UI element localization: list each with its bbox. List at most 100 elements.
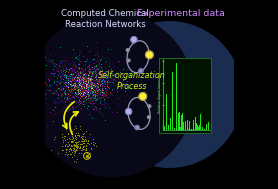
Point: [76, 134, 81, 137]
Point: [125, 86, 130, 89]
Point: [75, 77, 80, 80]
Point: [95, 96, 100, 99]
Point: [94, 109, 98, 112]
Point: [80, 85, 85, 88]
Point: [59, 80, 64, 83]
Point: [83, 83, 88, 86]
Point: [59, 132, 64, 135]
Point: [84, 82, 88, 85]
Point: [61, 90, 66, 93]
Point: [43, 75, 48, 78]
Point: [88, 97, 93, 100]
Point: [69, 72, 73, 75]
Circle shape: [139, 69, 143, 73]
Point: [80, 88, 85, 91]
Point: [11, 99, 16, 102]
Point: [88, 79, 92, 82]
Point: [77, 78, 82, 81]
Point: [75, 85, 79, 88]
Point: [93, 89, 97, 92]
Point: [95, 79, 100, 82]
Point: [74, 95, 78, 98]
Point: [82, 86, 86, 89]
Point: [71, 67, 75, 70]
Point: [61, 148, 66, 151]
Point: [93, 85, 98, 88]
Point: [79, 107, 84, 110]
Point: [88, 75, 93, 78]
Point: [63, 93, 67, 96]
Point: [57, 83, 61, 86]
Point: [75, 78, 80, 81]
Point: [114, 80, 118, 83]
Point: [72, 85, 76, 88]
Point: [96, 79, 101, 82]
Point: [94, 91, 98, 94]
Point: [85, 80, 90, 83]
Point: [94, 77, 98, 80]
Point: [86, 142, 91, 145]
Point: [78, 139, 83, 143]
Point: [68, 147, 72, 150]
Point: [74, 79, 78, 82]
Point: [101, 77, 105, 80]
Point: [98, 100, 102, 103]
Point: [74, 79, 78, 82]
Point: [82, 148, 86, 151]
Point: [96, 77, 101, 80]
Point: [80, 100, 85, 103]
Point: [71, 78, 76, 81]
Point: [72, 86, 77, 89]
Point: [93, 93, 97, 96]
Point: [104, 80, 109, 83]
Point: [65, 85, 70, 88]
Point: [116, 60, 121, 63]
Point: [83, 74, 87, 77]
Point: [75, 80, 80, 83]
Point: [61, 88, 65, 91]
Point: [110, 88, 114, 91]
Point: [84, 90, 88, 93]
Point: [75, 76, 80, 79]
Point: [72, 146, 76, 149]
Point: [86, 76, 91, 79]
Point: [93, 88, 98, 91]
Point: [70, 79, 75, 82]
Point: [84, 66, 89, 69]
Point: [84, 82, 88, 85]
Point: [64, 74, 68, 77]
Point: [68, 66, 73, 69]
Point: [72, 88, 77, 91]
Point: [74, 74, 78, 77]
Point: [75, 93, 79, 96]
Point: [70, 139, 75, 142]
Point: [82, 100, 86, 103]
Point: [103, 83, 107, 86]
Point: [81, 141, 86, 144]
Bar: [178, 113, 179, 130]
Text: Computed Chemical
Reaction Networks: Computed Chemical Reaction Networks: [61, 9, 149, 29]
Point: [103, 73, 108, 76]
Point: [57, 86, 62, 89]
Point: [86, 140, 90, 143]
Point: [56, 96, 60, 99]
Point: [83, 81, 87, 84]
Point: [90, 90, 95, 93]
Point: [88, 79, 92, 82]
Point: [100, 103, 104, 106]
Point: [116, 74, 120, 77]
Point: [86, 139, 90, 142]
Point: [89, 81, 93, 84]
Point: [77, 94, 82, 97]
Point: [67, 149, 71, 152]
Point: [81, 86, 86, 89]
Point: [91, 86, 95, 89]
Point: [52, 105, 57, 108]
Point: [80, 137, 85, 140]
Point: [73, 91, 77, 94]
Point: [72, 75, 76, 78]
Point: [77, 83, 82, 86]
Point: [77, 84, 81, 87]
Point: [86, 77, 91, 81]
Point: [81, 76, 86, 79]
